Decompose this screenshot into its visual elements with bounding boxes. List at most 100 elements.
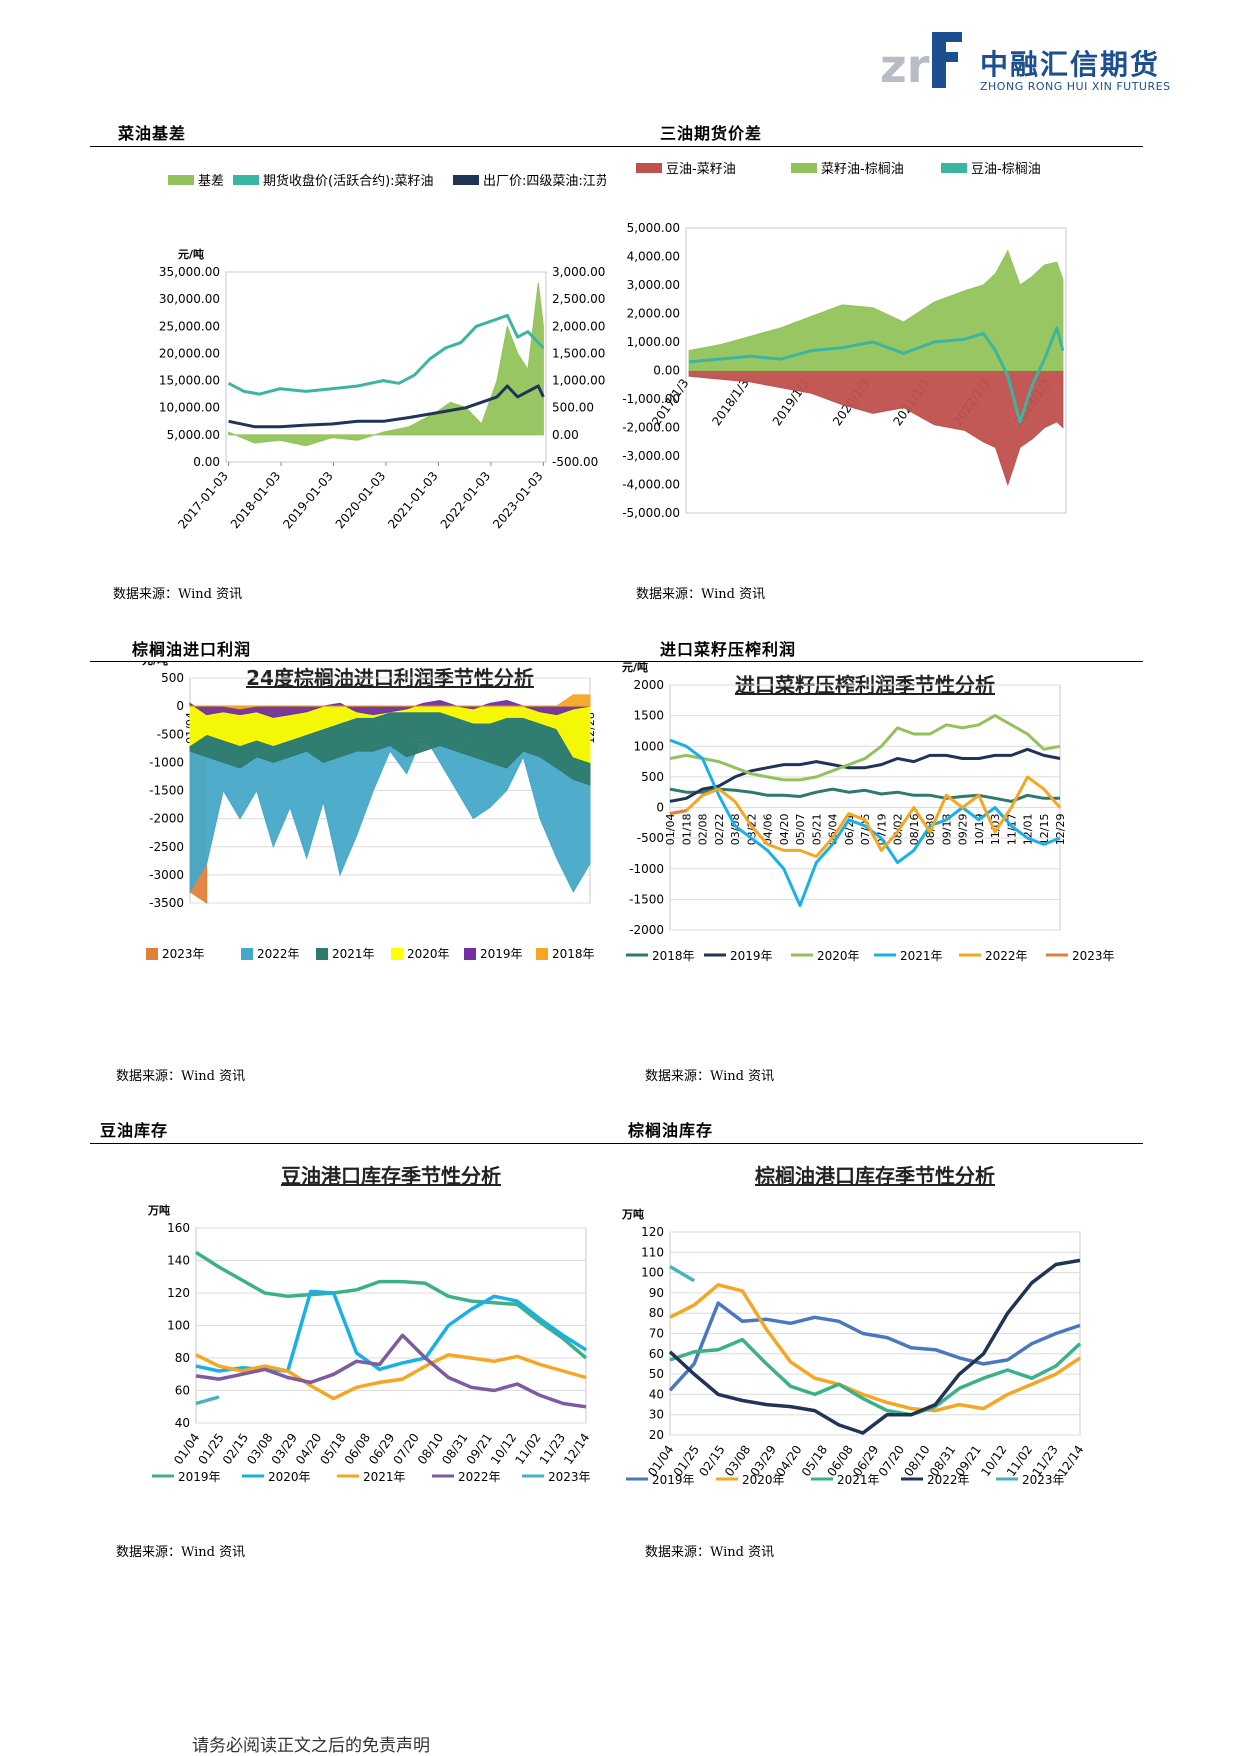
- y-tick-label: -1,000.00: [622, 392, 680, 406]
- data-source: 数据来源：Wind 资讯: [116, 1069, 246, 1084]
- x-tick-label: 09/29: [957, 814, 970, 846]
- plot-frame: [685, 227, 1067, 514]
- legend-label-5: 2022年: [985, 949, 1028, 963]
- y-tick-label: 5,000.00: [627, 221, 680, 235]
- y-tick-label: 5,000.00: [167, 428, 220, 442]
- x-tick-label: 07/05: [859, 814, 872, 846]
- legend-label-1: 2019年: [652, 1473, 695, 1487]
- y-tick-label: -3500: [149, 896, 184, 910]
- series-line-4: [195, 1333, 587, 1409]
- y-tick-label: 15,000.00: [159, 374, 220, 388]
- y-tick-label-right: 2,500.00: [552, 292, 605, 306]
- x-tick-label: 01/04: [664, 814, 677, 846]
- x-tick-label: 02/15: [696, 1443, 727, 1479]
- y-tick-label: 0: [656, 801, 664, 815]
- legend-swatch-1: [168, 175, 194, 185]
- y-tick-label: -2000: [149, 812, 184, 826]
- legend-swatch-3: [453, 175, 479, 185]
- x-tick-label: 05/07: [794, 814, 807, 846]
- legend-label-5: 2023年: [548, 1470, 591, 1484]
- x-tick-label: 08/16: [908, 814, 921, 846]
- y-tick-label: 2,000.00: [627, 307, 680, 321]
- section-title-palm-oil-stock: 棕榈油库存: [628, 1121, 714, 1140]
- series-line-1: [195, 1250, 588, 1360]
- legend-swatch-2: [233, 175, 259, 185]
- legend-swatch-1: [146, 948, 158, 960]
- legend-label-4: 2022年: [927, 1473, 970, 1487]
- y-tick-label: -1000: [149, 755, 184, 769]
- section-divider: [90, 1143, 1143, 1144]
- series-area-1: [228, 282, 544, 447]
- y-tick-label: -500: [157, 727, 184, 741]
- section-title-three-oil-spread: 三油期货价差: [660, 124, 763, 143]
- legend-label-2: 2020年: [268, 1470, 311, 1484]
- legend-label-2: 2020年: [742, 1473, 785, 1487]
- data-source: 数据来源：Wind 资讯: [113, 587, 243, 602]
- x-tick-label: 10/12: [978, 1443, 1009, 1479]
- x-tick-label: 04/20: [778, 814, 791, 846]
- chart-title: 棕榈油港口库存季节性分析: [755, 1164, 995, 1188]
- y-tick-label: 3,000.00: [627, 278, 680, 292]
- section-title-rapeseed-crush-profit: 进口菜籽压榨利润: [660, 640, 797, 659]
- x-tick-label: 2022-01-03: [438, 469, 494, 531]
- x-tick-label: 07/20: [876, 1443, 907, 1479]
- x-tick-label: 12/14: [561, 1431, 592, 1467]
- x-tick-label: 04/06: [762, 814, 775, 846]
- x-tick-label: 2018-01-03: [228, 469, 284, 531]
- y-axis-unit: 万吨: [147, 1203, 170, 1217]
- data-source: 数据来源：Wind 资讯: [645, 1545, 775, 1560]
- series-line-5: [195, 1395, 220, 1406]
- y-tick-label: -2000: [629, 923, 664, 937]
- chart-soy-oil-stock: 豆油港口库存季节性分析160140120100806040万吨01/0401/2…: [147, 1164, 592, 1484]
- y-tick-label: 40: [175, 1416, 190, 1430]
- company-name-en: ZHONG RONG HUI XIN FUTURES: [980, 80, 1171, 93]
- legend-label-1: 2019年: [178, 1470, 221, 1484]
- series-area-4: [189, 705, 591, 764]
- series-line-2: [227, 313, 545, 396]
- legend-swatch-2: [791, 163, 817, 173]
- y-tick-label: 60: [175, 1384, 190, 1398]
- chart-palm-oil-stock: 棕榈油港口库存季节性分析 120 110 100 90 80 70 60 50 40 30 20 万吨 0…: [621, 1164, 1086, 1487]
- y-tick-label: 25,000.00: [159, 319, 220, 333]
- y-tick-label: 20: [649, 1428, 664, 1442]
- company-name-cn: 中融汇信期货: [980, 48, 1161, 81]
- y-tick-label: -3,000.00: [622, 449, 680, 463]
- legend-swatch-5: [464, 948, 476, 960]
- x-tick-label: 12/29: [1054, 814, 1067, 846]
- section-title-soy-oil-stock: 豆油库存: [100, 1121, 169, 1140]
- y-tick-label: -2,000.00: [622, 421, 680, 435]
- section-divider: [90, 661, 1143, 662]
- data-source: 数据来源：Wind 资讯: [116, 1545, 246, 1560]
- y-tick-label: 0.00: [193, 455, 220, 469]
- y-tick-label-right: 3,000.00: [552, 265, 605, 279]
- y-tick-label: 35,000.00: [159, 265, 220, 279]
- legend-label-2: 期货收盘价(活跃合约):菜籽油: [263, 173, 434, 189]
- logo-mark: zr: [880, 32, 962, 93]
- x-tick-label: 2018/1/3: [709, 376, 751, 428]
- series-line-5: [669, 1264, 695, 1283]
- x-tick-label: 2023-01-03: [490, 469, 546, 531]
- chart-rapeseed-basis: 35,000.00 30,000.00 25,000.00 20,000.00 15,0…: [159, 173, 606, 531]
- y-tick-label: 30: [649, 1408, 664, 1422]
- y-tick-label: 110: [641, 1245, 664, 1259]
- y-tick-label: 140: [167, 1254, 190, 1268]
- y-tick-label: 70: [649, 1327, 664, 1341]
- y-tick-label: -1500: [149, 784, 184, 798]
- legend-label-3: 2021年: [837, 1473, 880, 1487]
- y-tick-label: 500: [161, 671, 184, 685]
- y-tick-label-right: 500.00: [552, 401, 594, 415]
- legend-label-2: 2019年: [730, 949, 773, 963]
- legend-label-3: 出厂价:四级菜油:江苏:南通: [483, 173, 606, 189]
- y-tick-label: 60: [649, 1347, 664, 1361]
- y-tick-label: -4,000.00: [622, 478, 680, 492]
- x-tick-label: 12/15: [1038, 814, 1051, 846]
- y-tick-label: 120: [167, 1286, 190, 1300]
- logo-mark-zr: zr: [880, 39, 930, 90]
- y-tick-label: 50: [649, 1367, 664, 1381]
- legend-label-1: 豆油-菜籽油: [666, 162, 736, 177]
- y-tick-label: 1,000.00: [627, 335, 680, 349]
- legend-swatch-6: [536, 948, 548, 960]
- y-tick-label: 160: [167, 1221, 190, 1235]
- y-tick-label: 10,000.00: [159, 401, 220, 415]
- legend-label-1: 2023年: [162, 947, 205, 961]
